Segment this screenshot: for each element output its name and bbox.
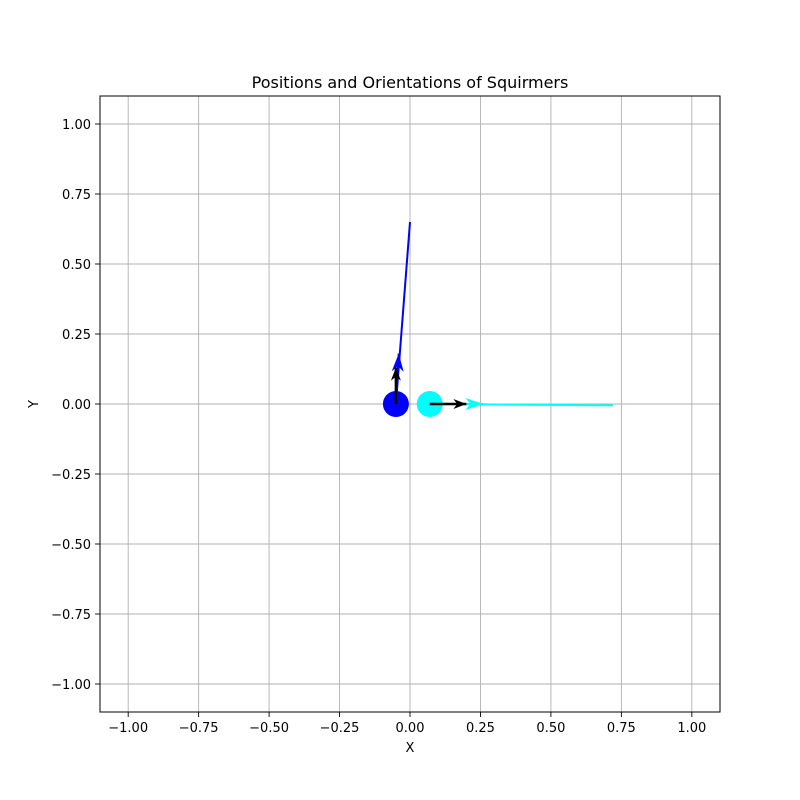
orientation-arrow-head xyxy=(390,367,401,381)
y-tick-label: −0.75 xyxy=(51,608,91,623)
y-tick-label: 0.00 xyxy=(62,398,91,413)
chart-title: Positions and Orientations of Squirmers xyxy=(252,73,569,92)
y-tick-label: 0.25 xyxy=(62,328,91,343)
orientation-arrow-head xyxy=(453,399,467,409)
direction-arrow-head xyxy=(391,353,404,372)
x-tick-label: −0.50 xyxy=(249,721,289,736)
y-tick-label: 1.00 xyxy=(62,118,91,133)
direction-arrow-head xyxy=(465,398,484,410)
y-tick-label: −0.50 xyxy=(51,538,91,553)
y-tick-label: 0.50 xyxy=(62,258,91,273)
x-tick-label: 0.75 xyxy=(607,721,636,736)
y-tick-label: −0.25 xyxy=(51,468,91,483)
grid xyxy=(100,96,720,712)
y-tick-label: 0.75 xyxy=(62,188,91,203)
x-tick-label: 0.50 xyxy=(536,721,565,736)
y-axis-label: Y xyxy=(27,400,42,409)
x-tick-label: 1.00 xyxy=(677,721,706,736)
x-tick-label: −1.00 xyxy=(108,721,148,736)
x-tick-label: 0.00 xyxy=(396,721,425,736)
x-tick-label: 0.25 xyxy=(466,721,495,736)
orientation-arrows xyxy=(390,353,484,410)
ticks: −1.00 −0.75 −0.50 −0.25 0.00 0.25 0.50 0.75 1.00… xyxy=(51,118,706,736)
x-tick-label: −0.25 xyxy=(320,721,360,736)
x-axis-label: X xyxy=(406,741,415,756)
x-tick-label: −0.75 xyxy=(179,721,219,736)
y-tick-label: −1.00 xyxy=(51,678,91,693)
